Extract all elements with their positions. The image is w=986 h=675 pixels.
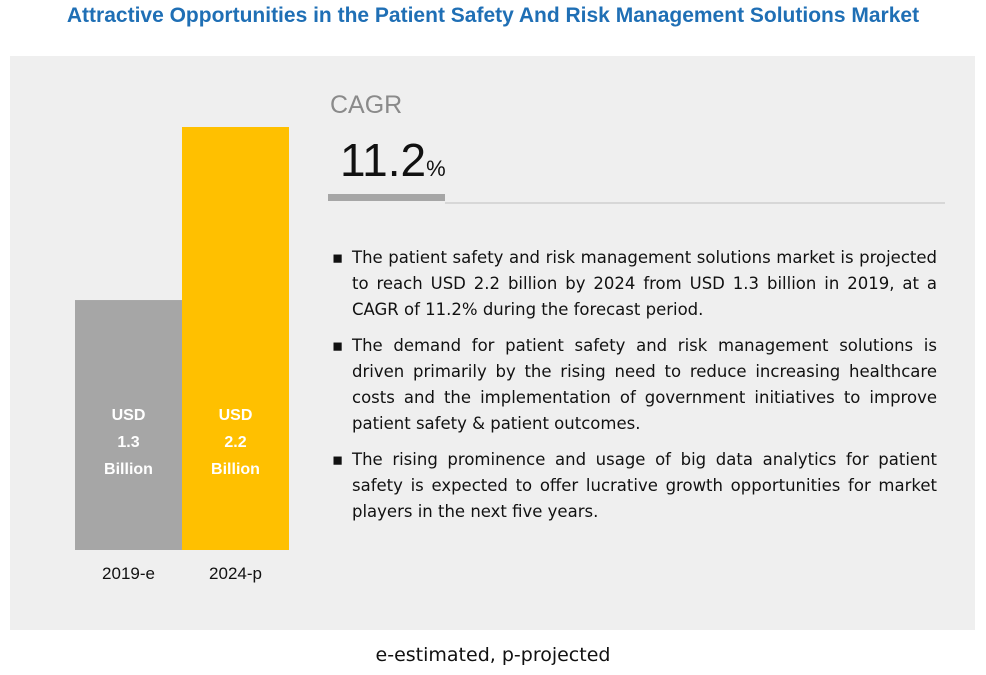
x-tick-label: 2019-e bbox=[102, 564, 155, 583]
chart-title: Attractive Opportunities in the Patient … bbox=[66, 4, 920, 27]
bar-label: USD 1.3 Billion bbox=[104, 407, 153, 478]
cagr-underline bbox=[328, 194, 445, 201]
bar bbox=[182, 127, 289, 550]
bullet: The demand for patient safety and risk m… bbox=[332, 333, 937, 437]
cagr-value-group: 11.2% bbox=[340, 134, 446, 186]
bullet: The rising prominence and usage of big d… bbox=[332, 447, 937, 525]
x-tick-label: 2024-p bbox=[209, 564, 262, 583]
bar bbox=[75, 300, 182, 550]
bullet-list: The patient safety and risk management s… bbox=[332, 245, 937, 535]
bullet: The patient safety and risk management s… bbox=[332, 245, 937, 323]
cagr-label: CAGR bbox=[330, 91, 402, 119]
cagr-unit: % bbox=[426, 156, 446, 181]
cagr-value: 11.2 bbox=[340, 134, 426, 186]
bar-label: USD 2.2 Billion bbox=[211, 407, 260, 478]
footnote: e-estimated, p-projected bbox=[375, 644, 611, 666]
